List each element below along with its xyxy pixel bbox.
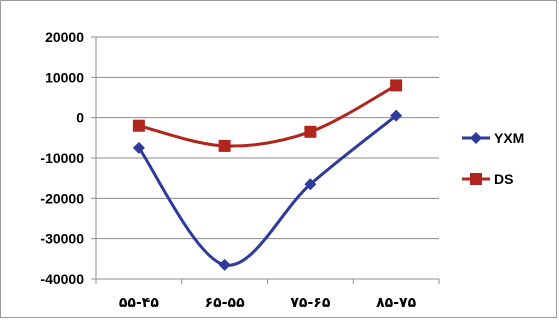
y-tick-label: -10000 xyxy=(40,150,84,166)
data-point xyxy=(304,125,317,138)
series-yxm xyxy=(132,109,403,271)
x-tick-label: ۵۵-۴۵ xyxy=(119,295,159,311)
data-point xyxy=(390,79,403,92)
data-point xyxy=(304,178,317,191)
series-ds xyxy=(132,79,403,152)
legend: YXM DS xyxy=(462,130,524,187)
data-point xyxy=(218,139,231,152)
y-tick-label: 20000 xyxy=(45,29,84,45)
x-tick-label: ۸۵-۷۵ xyxy=(376,295,416,311)
y-tick-label: -20000 xyxy=(40,190,84,206)
y-tick-label: -40000 xyxy=(40,271,84,287)
legend-item-ds: DS xyxy=(462,171,513,187)
legend-marker xyxy=(470,132,482,144)
series-line xyxy=(137,114,398,267)
legend-label: DS xyxy=(494,171,513,187)
x-tick-labels: ۵۵-۴۵ ۶۵-۵۵ ۷۵-۶۵ ۸۵-۷۵ xyxy=(119,295,417,311)
series-group xyxy=(132,79,403,271)
y-tick-label: 10000 xyxy=(45,69,84,85)
series-line xyxy=(138,84,397,148)
data-point xyxy=(390,109,403,122)
x-tick-label: ۶۵-۵۵ xyxy=(205,295,245,311)
gridlines xyxy=(96,36,439,280)
data-point xyxy=(218,258,231,271)
data-point xyxy=(132,141,145,154)
legend-label: YXM xyxy=(494,130,524,146)
x-tick-label: ۷۵-۶۵ xyxy=(290,295,330,311)
legend-marker xyxy=(470,173,482,185)
legend-item-yxm: YXM xyxy=(462,130,524,146)
data-point xyxy=(132,119,145,132)
axes xyxy=(91,36,440,284)
y-tick-label: 0 xyxy=(76,110,84,126)
y-tick-label: -30000 xyxy=(40,231,84,247)
y-tick-labels: 20000 10000 0 -10000 -20000 -30000 -40000 xyxy=(40,29,84,287)
